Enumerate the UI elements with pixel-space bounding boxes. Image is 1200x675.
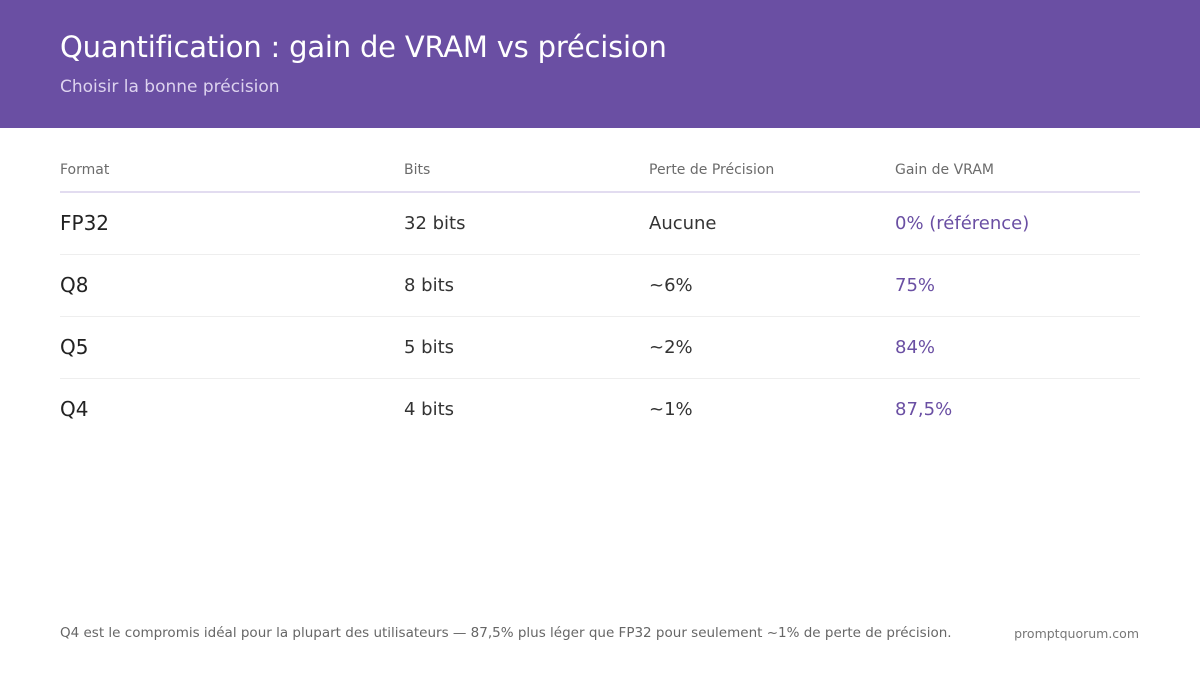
table-row: Q4 4 bits ~1% 87,5% <box>60 379 1140 440</box>
column-header-format: Format <box>60 162 110 178</box>
table-header: Format Bits Perte de Précision Gain de V… <box>60 150 1140 193</box>
page-subtitle: Choisir la bonne précision <box>60 77 280 97</box>
header-banner: Quantification : gain de VRAM vs précisi… <box>0 0 1200 128</box>
precision-loss-cell: ~2% <box>649 337 693 358</box>
format-cell: Q8 <box>60 273 89 297</box>
precision-loss-cell: ~6% <box>649 275 693 296</box>
format-cell: Q4 <box>60 397 89 421</box>
table-row: Q5 5 bits ~2% 84% <box>60 317 1140 379</box>
vram-gain-cell: 0% (référence) <box>895 213 1030 234</box>
quantization-table: Format Bits Perte de Précision Gain de V… <box>60 150 1140 440</box>
vram-gain-cell: 84% <box>895 337 936 358</box>
bits-cell: 4 bits <box>404 399 455 420</box>
vram-gain-cell: 75% <box>895 275 936 296</box>
page-title: Quantification : gain de VRAM vs précisi… <box>60 30 667 64</box>
vram-gain-cell: 87,5% <box>895 399 953 420</box>
footer-note: Q4 est le compromis idéal pour la plupar… <box>60 625 952 641</box>
precision-loss-cell: Aucune <box>649 213 717 234</box>
column-header-precision-loss: Perte de Précision <box>649 162 775 178</box>
bits-cell: 5 bits <box>404 337 455 358</box>
column-header-bits: Bits <box>404 162 431 178</box>
precision-loss-cell: ~1% <box>649 399 693 420</box>
bits-cell: 8 bits <box>404 275 455 296</box>
format-cell: FP32 <box>60 211 110 235</box>
table-row: Q8 8 bits ~6% 75% <box>60 255 1140 317</box>
column-header-vram-gain: Gain de VRAM <box>895 162 994 178</box>
format-cell: Q5 <box>60 335 89 359</box>
bits-cell: 32 bits <box>404 213 466 234</box>
table-row: FP32 32 bits Aucune 0% (référence) <box>60 193 1140 255</box>
site-credit: promptquorum.com <box>1014 626 1139 641</box>
